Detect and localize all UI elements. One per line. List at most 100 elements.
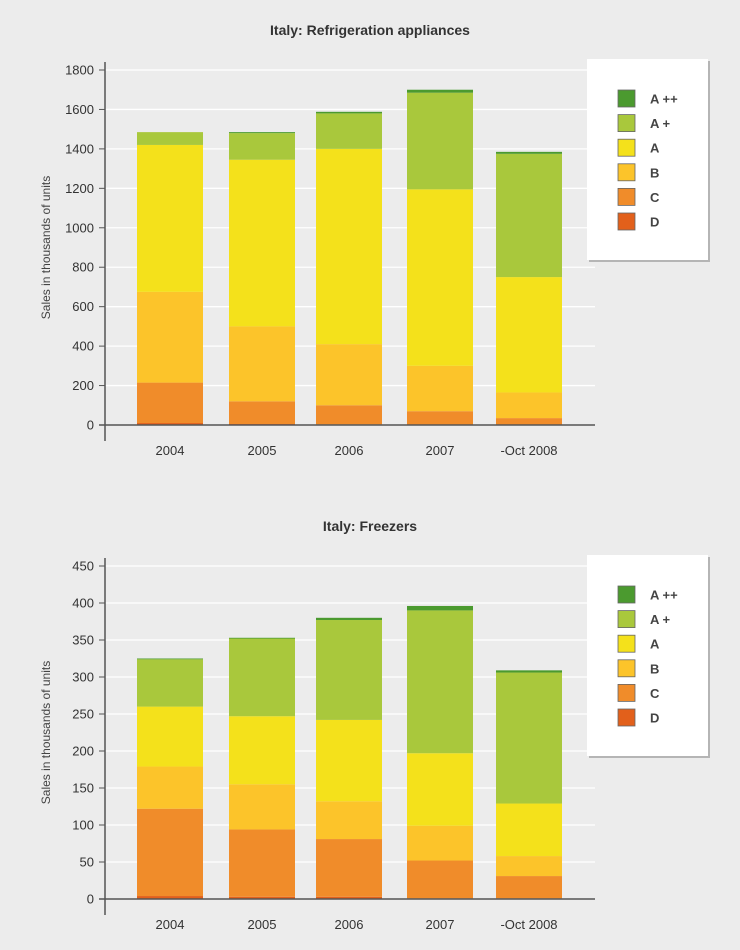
x-tick-label: 2007 (426, 443, 455, 458)
bar-segment-b-oct-2008 (496, 856, 562, 877)
y-tick-label: 1800 (65, 63, 94, 78)
legend-box (587, 59, 708, 260)
bar-segment-b-2007 (407, 365, 473, 412)
bar-segment-b-2007 (407, 825, 473, 861)
legend-label-a: A (650, 141, 660, 156)
y-tick-label: 100 (72, 818, 94, 833)
bar-segment-a-2006 (316, 719, 382, 802)
bar-segment-aplusplus-oct-2008 (496, 670, 562, 673)
bar-segment-aplusplus-2007 (407, 605, 473, 611)
bar-segment-aplus-2004 (137, 132, 203, 145)
y-tick-label: 200 (72, 378, 94, 393)
bar-segment-c-oct-2008 (496, 876, 562, 899)
legend-swatch-d (617, 708, 636, 727)
legend-label-aplusplus: A ++ (650, 92, 678, 107)
bar-segment-aplus-2006 (316, 113, 382, 149)
legend-label-c: C (650, 686, 660, 701)
bar-segment-b-2006 (316, 801, 382, 840)
x-tick-label: 2004 (156, 917, 185, 932)
bar-segment-d-2004 (137, 423, 203, 425)
legend-swatch-b (617, 659, 636, 678)
bar-segment-c-2004 (137, 382, 203, 424)
bar-segment-aplus-2006 (316, 620, 382, 720)
bar-segment-b-oct-2008 (496, 392, 562, 419)
y-tick-label: 400 (72, 596, 94, 611)
legend-swatch-d (617, 212, 636, 231)
x-tick-label: 2005 (248, 443, 277, 458)
legend-label-a: A (650, 637, 660, 652)
y-tick-label: 0 (87, 418, 94, 433)
y-tick-label: 1400 (65, 141, 94, 156)
bar-segment-aplus-2004 (137, 659, 203, 707)
legend-swatch-a (617, 138, 636, 157)
bar-segment-c-2007 (407, 411, 473, 425)
bar-segment-aplusplus-2005 (229, 637, 295, 639)
x-tick-label: 2006 (335, 917, 364, 932)
x-tick-label: -Oct 2008 (500, 443, 557, 458)
bar-segment-aplusplus-2006 (316, 617, 382, 621)
y-axis-label: Sales in thousands of units (39, 661, 53, 804)
y-tick-label: 600 (72, 299, 94, 314)
chart-title: Italy: Freezers (323, 518, 417, 534)
y-tick-label: 350 (72, 633, 94, 648)
x-tick-label: 2005 (248, 917, 277, 932)
y-tick-label: 1000 (65, 220, 94, 235)
bar-segment-a-oct-2008 (496, 277, 562, 393)
bar-segment-aplusplus-2004 (137, 658, 203, 660)
legend-label-b: B (650, 661, 659, 676)
legend-swatch-aplus (617, 610, 636, 628)
legend-swatch-aplusplus (617, 89, 636, 108)
bar-segment-aplusplus-2006 (316, 111, 382, 114)
legend-swatch-aplusplus (617, 585, 636, 604)
chart-title: Italy: Refrigeration appliances (270, 22, 470, 38)
legend-swatch-c (617, 684, 636, 702)
y-tick-label: 400 (72, 339, 94, 354)
bar-segment-d-2004 (137, 896, 203, 899)
y-tick-label: 200 (72, 744, 94, 759)
bar-segment-d-2005 (229, 896, 295, 899)
bar-segment-a-2007 (407, 189, 473, 366)
legend-box (587, 555, 708, 756)
legend-label-aplus: A + (650, 116, 671, 131)
bar-segment-aplus-2007 (407, 610, 473, 754)
bar-segment-c-2005 (229, 401, 295, 425)
x-tick-label: 2007 (426, 917, 455, 932)
legend-label-d: D (650, 711, 659, 726)
bar-segment-aplusplus-2005 (229, 132, 295, 134)
bar-segment-b-2005 (229, 784, 295, 830)
y-tick-label: 250 (72, 707, 94, 722)
bar-segment-a-2004 (137, 706, 203, 767)
bar-segment-b-2006 (316, 344, 382, 406)
bar-segment-c-2004 (137, 808, 203, 897)
legend-swatch-c (617, 187, 636, 206)
bar-segment-a-2007 (407, 753, 473, 826)
y-axis-label: Sales in thousands of units (39, 176, 53, 319)
bar-segment-a-2004 (137, 144, 203, 292)
bar-segment-c-2006 (316, 405, 382, 425)
legend-swatch-b (617, 163, 636, 182)
bar-segment-aplusplus-2007 (407, 89, 473, 93)
legend-label-aplusplus: A ++ (650, 588, 678, 603)
legend-swatch-a (617, 634, 636, 653)
bar-segment-aplus-2005 (229, 638, 295, 717)
bar-segment-a-2005 (229, 716, 295, 785)
bar-segment-c-2007 (407, 860, 473, 899)
legend-label-b: B (650, 165, 659, 180)
legend-swatch-aplus (617, 114, 636, 132)
legend-label-d: D (650, 215, 659, 230)
bar-segment-aplus-2007 (407, 92, 473, 190)
bar-segment-c-oct-2008 (496, 418, 562, 425)
y-tick-label: 450 (72, 559, 94, 574)
bar-segment-a-2006 (316, 148, 382, 345)
y-tick-label: 0 (87, 892, 94, 907)
bar-segment-b-2004 (137, 766, 203, 809)
legend-label-aplus: A + (650, 612, 671, 627)
bar-segment-aplus-oct-2008 (496, 672, 562, 804)
bar-segment-a-2005 (229, 159, 295, 327)
bar-segment-aplusplus-oct-2008 (496, 151, 562, 154)
bar-segment-c-2006 (316, 839, 382, 897)
bar-segment-aplus-2005 (229, 133, 295, 160)
